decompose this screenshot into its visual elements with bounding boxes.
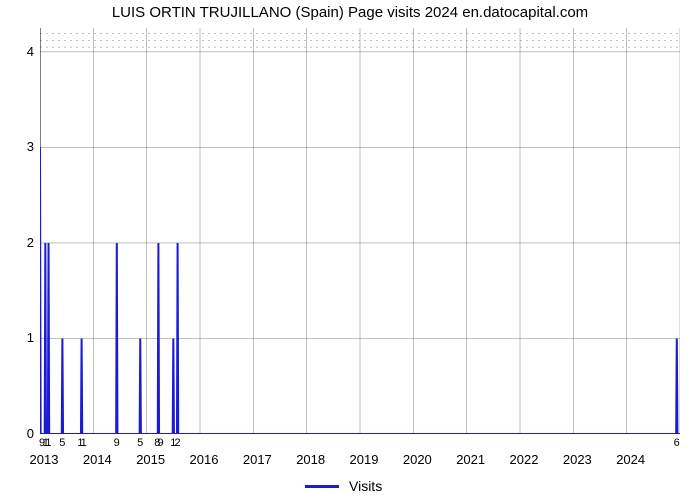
y-tick-label: 2	[18, 235, 34, 250]
spike-sub-label: 5	[56, 437, 68, 449]
plot-svg	[40, 28, 680, 434]
x-year-label: 2016	[184, 452, 224, 467]
x-year-label: 2023	[557, 452, 597, 467]
spike-sub-label: 1	[78, 437, 90, 449]
x-year-label: 2014	[77, 452, 117, 467]
plot-area	[40, 28, 680, 434]
spike-sub-label: 9	[154, 437, 166, 449]
legend-label: Visits	[349, 478, 382, 494]
x-year-label: 2019	[344, 452, 384, 467]
x-year-label: 2013	[24, 452, 64, 467]
x-year-label: 2018	[291, 452, 331, 467]
chart-title: LUIS ORTIN TRUJILLANO (Spain) Page visit…	[0, 4, 700, 21]
chart-container: LUIS ORTIN TRUJILLANO (Spain) Page visit…	[0, 0, 700, 500]
spike-sub-label: 2	[172, 437, 184, 449]
legend: Visits	[305, 478, 382, 494]
spike-sub-label: 5	[134, 437, 146, 449]
y-tick-label: 4	[18, 44, 34, 59]
x-year-label: 2020	[397, 452, 437, 467]
x-year-label: 2024	[611, 452, 651, 467]
x-year-label: 2021	[451, 452, 491, 467]
x-year-label: 2022	[504, 452, 544, 467]
legend-swatch	[305, 485, 339, 488]
spike-sub-label: 6	[671, 437, 683, 449]
x-year-label: 2015	[131, 452, 171, 467]
spike-sub-label: 9	[111, 437, 123, 449]
y-tick-label: 0	[18, 426, 34, 441]
y-tick-label: 3	[18, 139, 34, 154]
x-year-label: 2017	[237, 452, 277, 467]
spike-sub-label: 1	[42, 437, 54, 449]
y-tick-label: 1	[18, 330, 34, 345]
